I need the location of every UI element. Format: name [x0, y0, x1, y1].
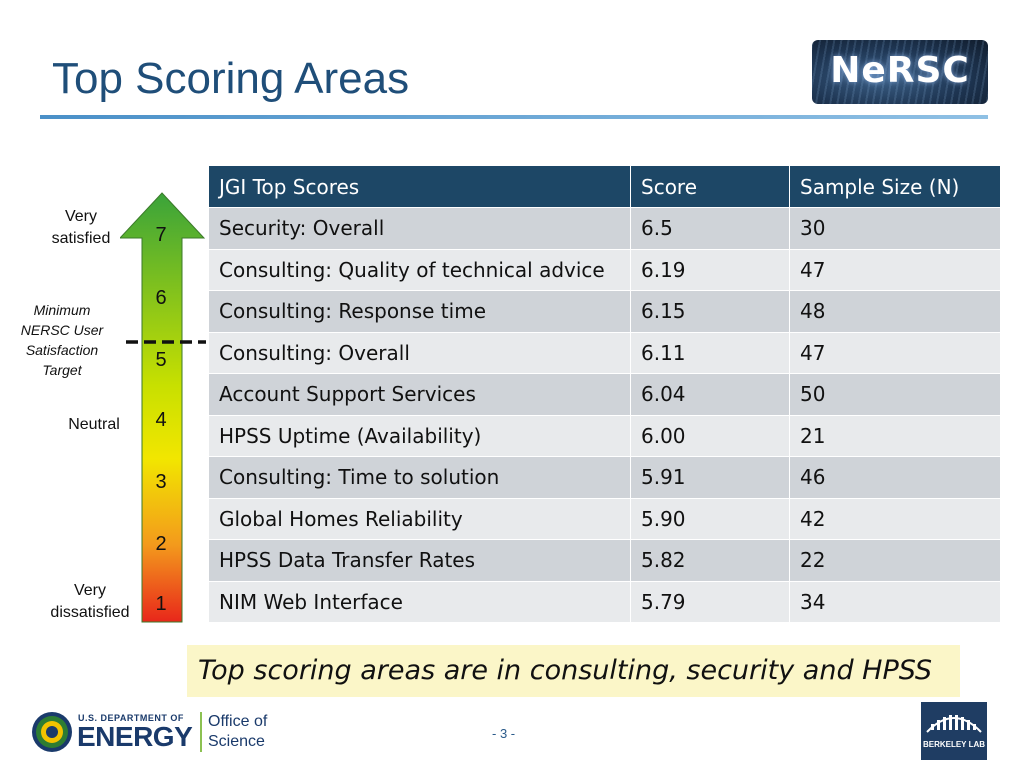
nersc-logo: NeRSC: [812, 40, 988, 104]
target-label-line-3: Satisfaction: [25, 342, 99, 358]
sample-size-cell: 42: [789, 497, 1001, 540]
score-cell: 5.90: [630, 497, 790, 540]
score-cell: 6.5: [630, 207, 790, 250]
very-dissatisfied-line-1: Very: [73, 582, 106, 599]
table-row: Consulting: Quality of technical advice …: [208, 248, 1001, 291]
takeaway-callout: Top scoring areas are in consulting, sec…: [187, 645, 960, 697]
header-score: Score: [630, 165, 790, 208]
science-line: Science: [208, 733, 265, 750]
score-cell: 6.04: [630, 373, 790, 416]
sample-size-cell: 30: [789, 207, 1001, 250]
header-sample-size: Sample Size (N): [789, 165, 1001, 208]
nersc-logo-rays: [812, 40, 988, 104]
sample-size-cell: 21: [789, 414, 1001, 457]
satisfaction-scale-arrow: [120, 192, 206, 623]
doe-divider: [200, 712, 202, 752]
nersc-wordmark: NeRSC: [830, 50, 970, 91]
score-cell: 5.79: [630, 580, 790, 623]
score-cell: 6.19: [630, 248, 790, 291]
table-row: Consulting: Response time 6.15 48: [208, 290, 1001, 333]
scale-number-5: 5: [155, 349, 167, 371]
berkeley-lab-text: BERKELEY LAB: [922, 740, 986, 749]
very-dissatisfied-line-2: dissatisfied: [50, 604, 130, 621]
area-cell: Consulting: Response time: [208, 290, 631, 333]
target-label-line-1: Minimum: [33, 302, 91, 318]
area-cell: Consulting: Quality of technical advice: [208, 248, 631, 291]
doe-seal-icon: [32, 712, 72, 752]
score-cell: 6.00: [630, 414, 790, 457]
score-cell: 5.91: [630, 456, 790, 499]
table-row: Consulting: Time to solution 5.91 46: [208, 456, 1001, 499]
header-area: JGI Top Scores: [208, 165, 631, 208]
scale-number-3: 3: [155, 471, 167, 493]
scale-number-6: 6: [155, 287, 167, 309]
target-label-line-4: Target: [42, 362, 82, 378]
table-row: Global Homes Reliability 5.90 42: [208, 497, 1001, 540]
sample-size-cell: 48: [789, 290, 1001, 333]
top-scores-table: JGI Top Scores Score Sample Size (N) Sec…: [208, 165, 1001, 623]
sample-size-cell: 34: [789, 580, 1001, 623]
doe-energy-text: ENERGY: [77, 721, 193, 752]
scale-arrow-shape: [120, 192, 206, 623]
table-row: NIM Web Interface 5.79 34: [208, 580, 1001, 623]
score-cell: 5.82: [630, 539, 790, 582]
table-row: HPSS Data Transfer Rates 5.82 22: [208, 539, 1001, 582]
area-cell: NIM Web Interface: [208, 580, 631, 623]
sample-size-cell: 47: [789, 248, 1001, 291]
table-row: Account Support Services 6.04 50: [208, 373, 1001, 416]
score-cell: 6.15: [630, 290, 790, 333]
title-divider: [40, 115, 988, 119]
office-of-line: Office of: [208, 713, 268, 730]
berkeley-lab-building-icon: [926, 715, 982, 733]
sample-size-cell: 46: [789, 456, 1001, 499]
area-cell: Global Homes Reliability: [208, 497, 631, 540]
area-cell: HPSS Data Transfer Rates: [208, 539, 631, 582]
table-row: Consulting: Overall 6.11 47: [208, 331, 1001, 374]
scale-number-1: 1: [155, 593, 167, 615]
very-dissatisfied-label: Very dissatisfied: [40, 580, 140, 624]
target-dashed-line: [126, 340, 206, 344]
sample-size-cell: 22: [789, 539, 1001, 582]
area-cell: Account Support Services: [208, 373, 631, 416]
office-of-science-text: Office of Science: [208, 712, 267, 752]
sample-size-cell: 47: [789, 331, 1001, 374]
table-header-row: JGI Top Scores Score Sample Size (N): [208, 165, 1001, 208]
area-cell: HPSS Uptime (Availability): [208, 414, 631, 457]
berkeley-lab-logo: BERKELEY LAB: [921, 702, 987, 760]
scale-number-4: 4: [155, 409, 167, 431]
very-satisfied-label: Very satisfied: [36, 206, 126, 250]
area-cell: Consulting: Time to solution: [208, 456, 631, 499]
scale-number-2: 2: [155, 533, 167, 555]
very-satisfied-line-1: Very: [64, 208, 97, 225]
table-row: HPSS Uptime (Availability) 6.00 21: [208, 414, 1001, 457]
doe-department-text: U.S. DEPARTMENT OF: [78, 713, 184, 723]
neutral-label: Neutral: [68, 416, 120, 433]
area-cell: Consulting: Overall: [208, 331, 631, 374]
page-number: - 3 -: [492, 726, 516, 741]
scale-number-7: 7: [155, 224, 167, 246]
area-cell: Security: Overall: [208, 207, 631, 250]
score-cell: 6.11: [630, 331, 790, 374]
very-satisfied-line-2: satisfied: [51, 230, 111, 247]
sample-size-cell: 50: [789, 373, 1001, 416]
target-label: Minimum NERSC User Satisfaction Target: [14, 300, 110, 380]
slide-title: Top Scoring Areas: [52, 54, 410, 103]
target-label-line-2: NERSC User: [20, 322, 104, 338]
table-row: Security: Overall 6.5 30: [208, 207, 1001, 250]
